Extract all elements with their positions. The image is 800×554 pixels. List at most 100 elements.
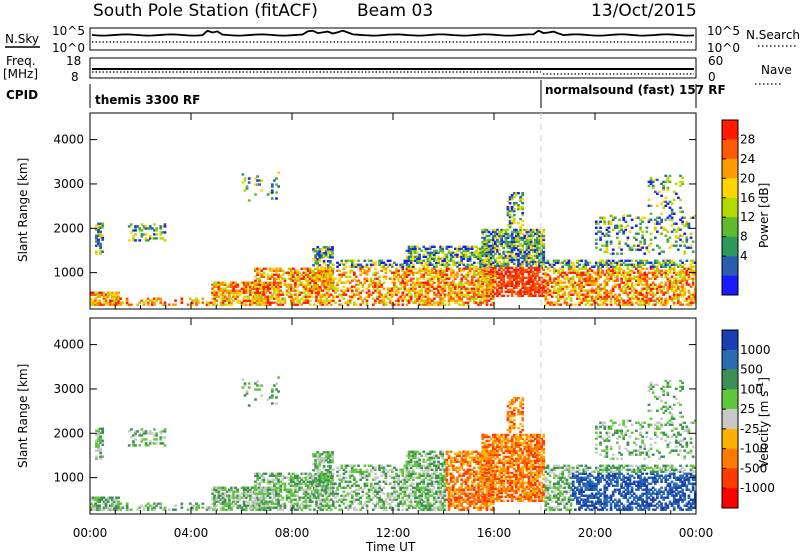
power-cell xyxy=(578,295,581,298)
power-cell xyxy=(336,283,339,286)
velocity-cell xyxy=(119,508,123,511)
power-cell xyxy=(527,234,531,238)
power-cell xyxy=(359,291,363,294)
power-cell xyxy=(273,301,276,304)
velocity-cell xyxy=(193,504,196,507)
power-cell xyxy=(605,246,609,249)
velocity-cell xyxy=(292,508,295,511)
power-cell xyxy=(685,267,689,270)
power-cell xyxy=(523,234,527,238)
power-cell xyxy=(104,295,108,298)
power-cell xyxy=(540,238,543,242)
power-cell xyxy=(441,289,445,292)
power-cell xyxy=(409,269,413,272)
power-cell xyxy=(270,185,274,188)
power-cell xyxy=(318,258,322,261)
power-cell xyxy=(458,303,461,306)
power-cell xyxy=(491,282,495,286)
power-cell xyxy=(681,293,684,296)
power-cell xyxy=(504,262,508,266)
power-cell xyxy=(506,236,510,240)
power-cell xyxy=(681,277,684,280)
power-cell xyxy=(397,303,400,306)
power-cell xyxy=(519,199,522,203)
power-cell xyxy=(348,287,352,290)
power-cell xyxy=(609,275,613,278)
power-cell xyxy=(470,279,474,282)
power-cell xyxy=(223,297,227,300)
power-cell xyxy=(306,283,310,286)
power-cell xyxy=(496,246,499,250)
power-cell xyxy=(666,238,670,241)
power-cell xyxy=(213,291,217,294)
power-cell xyxy=(544,273,548,276)
power-cell xyxy=(668,265,672,268)
power-cell xyxy=(287,273,291,276)
power-cell xyxy=(376,283,379,286)
power-cell xyxy=(618,269,621,272)
power-cell xyxy=(264,283,268,286)
velocity-cell xyxy=(281,496,285,499)
power-cell xyxy=(397,289,400,292)
power-cell xyxy=(681,269,684,272)
power-cell xyxy=(439,269,442,272)
power-cell xyxy=(273,289,276,292)
velocity-cell xyxy=(117,508,121,511)
power-cell xyxy=(506,232,510,236)
velocity-cell xyxy=(262,496,266,499)
power-cell xyxy=(273,277,276,280)
power-cell xyxy=(317,291,320,294)
power-cell xyxy=(651,295,655,298)
power-cell xyxy=(670,289,674,292)
power-cell xyxy=(645,248,649,251)
power-cell xyxy=(658,299,661,302)
power-cell xyxy=(481,282,485,286)
power-cell xyxy=(230,283,233,286)
power-cell xyxy=(645,226,649,229)
power-cell xyxy=(567,293,571,296)
power-cell xyxy=(559,261,562,264)
power-cell xyxy=(639,246,642,249)
power-cell xyxy=(117,301,121,304)
power-cell xyxy=(681,234,684,237)
velocity-cell xyxy=(251,486,254,489)
power-cell xyxy=(670,267,674,270)
power-cell xyxy=(409,251,413,255)
power-cell xyxy=(95,244,98,247)
power-cell xyxy=(151,299,154,302)
velocity-cell xyxy=(102,496,106,499)
power-cell xyxy=(639,259,642,262)
power-cell xyxy=(306,281,310,284)
velocity-cell xyxy=(221,500,225,503)
power-cell xyxy=(163,301,167,304)
power-cell xyxy=(521,284,525,288)
power-cell xyxy=(225,297,229,300)
power-cell xyxy=(626,303,630,306)
power-cell xyxy=(219,301,223,304)
power-cell xyxy=(148,225,152,228)
power-cell xyxy=(300,283,304,286)
power-cell xyxy=(586,281,590,284)
power-cell xyxy=(355,293,358,296)
power-cell xyxy=(416,277,419,280)
power-cell xyxy=(597,293,600,296)
power-cell xyxy=(643,275,647,278)
power-cell xyxy=(260,189,264,192)
power-cell xyxy=(485,258,489,262)
power-cell xyxy=(592,291,596,294)
velocity-cell xyxy=(249,488,252,491)
power-cell xyxy=(388,299,392,302)
velocity-cell xyxy=(191,504,194,507)
power-cell xyxy=(240,303,244,306)
power-cell xyxy=(540,286,543,290)
power-cell xyxy=(483,254,487,258)
velocity-cell xyxy=(254,492,257,495)
power-cell xyxy=(466,301,470,304)
power-cell xyxy=(620,277,623,280)
power-cell xyxy=(660,269,663,272)
power-cell xyxy=(357,265,360,268)
power-cell xyxy=(401,281,405,284)
power-cell xyxy=(277,303,280,306)
velocity-cell xyxy=(97,449,100,452)
power-cell xyxy=(289,279,293,282)
